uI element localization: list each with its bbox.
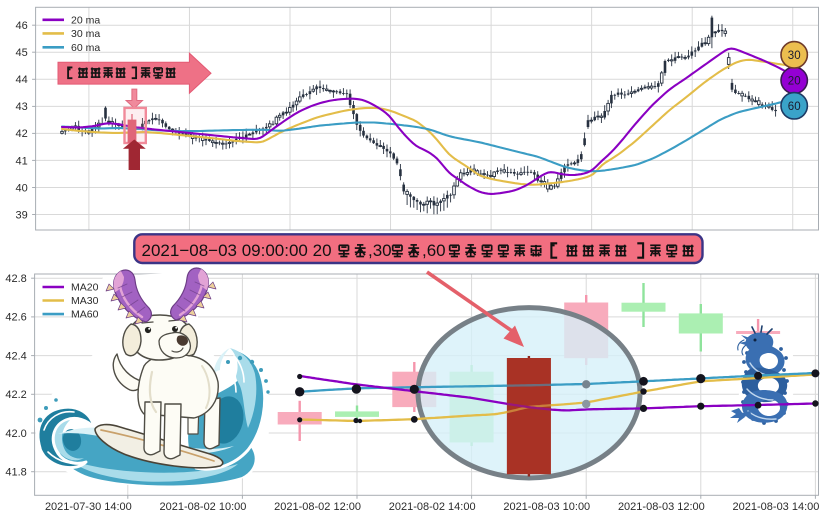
svg-text:MA20: MA20 <box>71 282 99 294</box>
svg-text:2021-08-02 14:00: 2021-08-02 14:00 <box>389 501 476 513</box>
svg-text:42: 42 <box>16 128 28 140</box>
svg-text:45: 45 <box>16 47 28 59</box>
svg-text:41.8: 41.8 <box>5 467 26 479</box>
svg-text:41: 41 <box>16 155 28 167</box>
svg-text:39: 39 <box>16 209 28 221</box>
svg-text:,60: ,60 <box>422 241 446 260</box>
svg-text:2021-08-03 12:00: 2021-08-03 12:00 <box>618 501 705 513</box>
svg-text:2021-08-03 14:00: 2021-08-03 14:00 <box>733 501 820 513</box>
svg-text:2021-08-03 10:00: 2021-08-03 10:00 <box>503 501 590 513</box>
svg-text:42.8: 42.8 <box>5 273 26 285</box>
svg-text:42.2: 42.2 <box>5 389 26 401</box>
svg-text:30 ma: 30 ma <box>71 28 100 40</box>
svg-text:MA60: MA60 <box>71 309 99 321</box>
svg-text:60: 60 <box>788 101 801 113</box>
svg-text:46: 46 <box>16 20 28 32</box>
svg-text:MA30: MA30 <box>71 295 99 307</box>
svg-text:40: 40 <box>16 182 28 194</box>
svg-text:2021-08-02 10:00: 2021-08-02 10:00 <box>160 501 247 513</box>
svg-text:42.4: 42.4 <box>5 350 26 362</box>
svg-text:20: 20 <box>788 76 801 88</box>
svg-text:20 ma: 20 ma <box>71 14 100 26</box>
svg-text:,30: ,30 <box>368 241 392 260</box>
svg-text:42.6: 42.6 <box>5 312 26 324</box>
svg-text:42.0: 42.0 <box>5 428 26 440</box>
svg-text:30: 30 <box>788 50 801 62</box>
svg-text:43: 43 <box>16 101 28 113</box>
svg-text:2021-07-30 14:00: 2021-07-30 14:00 <box>45 501 132 513</box>
svg-text:2021−08−03 09:00:00 20: 2021−08−03 09:00:00 20 <box>142 241 332 260</box>
svg-text:2021-08-02 12:00: 2021-08-02 12:00 <box>274 501 361 513</box>
svg-text:44: 44 <box>16 74 28 86</box>
svg-text:60 ma: 60 ma <box>71 42 100 54</box>
